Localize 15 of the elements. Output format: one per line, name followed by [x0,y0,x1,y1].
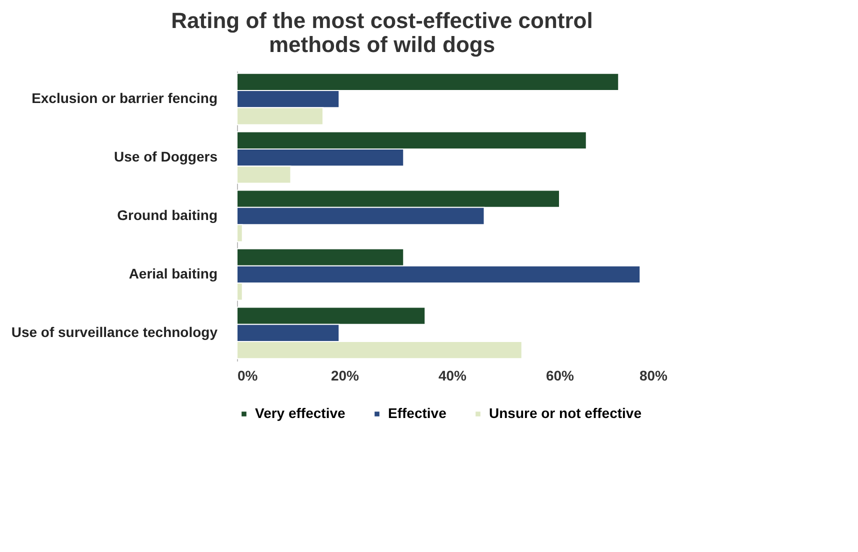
legend-label: Very effective [255,405,346,421]
x-tick-label: 60% [546,368,575,384]
x-tick-label: 0% [238,368,258,384]
y-tick-label: Exclusion or barrier fencing [32,90,218,106]
legend-label: Unsure or not effective [489,405,642,421]
y-tick-label: Use of surveillance technology [11,324,218,340]
y-tick-label: Ground baiting [117,207,218,223]
text: Rating of the most cost-effective control [171,8,593,33]
x-tick-label: 40% [438,368,468,384]
x-tick-label: 80% [639,368,668,384]
text: methods of wild dogs [268,32,496,57]
y-tick-label: Use of Doggers [114,148,218,165]
legend-label: Effective [388,405,447,421]
x-tick-label: 20% [330,368,360,384]
y-tick-label: Aerial baiting [128,265,218,282]
